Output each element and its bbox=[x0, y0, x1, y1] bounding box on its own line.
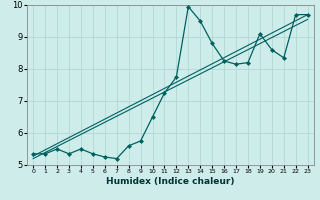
X-axis label: Humidex (Indice chaleur): Humidex (Indice chaleur) bbox=[106, 177, 235, 186]
